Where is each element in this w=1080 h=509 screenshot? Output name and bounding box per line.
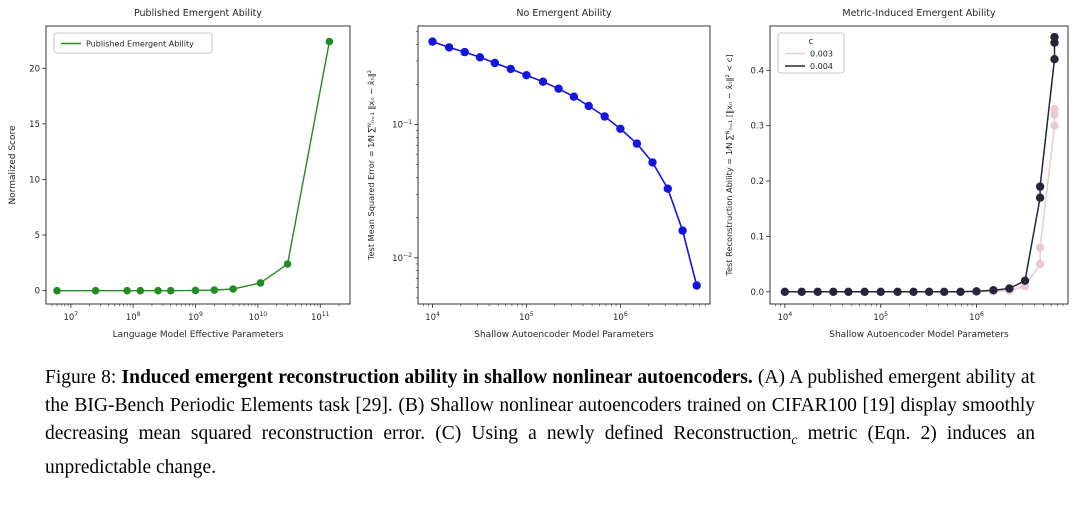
chart-c-x-axis-label: Shallow Autoencoder Model Parameters <box>829 330 1009 340</box>
svg-text:106: 106 <box>613 311 628 323</box>
svg-text:0.3: 0.3 <box>750 122 764 132</box>
svg-text:0.4: 0.4 <box>750 66 764 76</box>
caption-bold-title: Induced emergent reconstruction ability … <box>121 367 753 388</box>
svg-text:104: 104 <box>777 311 792 323</box>
chart-b-plot-canvas: 104 105 106 10−1 10−2 <box>392 25 711 323</box>
figure-8-panels: 107 108 109 1010 1011 0 5 10 15 20 Published Emerg… <box>0 0 1080 350</box>
paper-figure-page: 107 108 109 1010 1011 0 5 10 15 20 Published Emerg… <box>0 0 1080 482</box>
svg-text:0.0: 0.0 <box>750 288 764 298</box>
svg-text:c: c <box>809 37 814 47</box>
chart-a-title: Published Emergent Ability <box>133 8 263 19</box>
caption-body-end: metric (Eqn. 2) induces an unpredictable… <box>45 423 1035 478</box>
svg-text:0: 0 <box>35 287 40 297</box>
svg-text:108: 108 <box>126 311 141 323</box>
svg-text:0.1: 0.1 <box>750 232 764 242</box>
svg-text:104: 104 <box>425 311 440 323</box>
svg-text:1011: 1011 <box>311 311 330 323</box>
chart-b-x-axis-label: Shallow Autoencoder Model Parameters <box>474 330 654 340</box>
chart-c-plot-canvas: 104 105 106 0.0 0.1 0.2 0.3 0.4 c 0.003 0.004 <box>750 25 1069 323</box>
svg-text:0.004: 0.004 <box>810 62 833 71</box>
chart-c-y-axis-label: Test Reconstruction Ability = 1⁄N ∑ᴺₙ₌₁ … <box>724 54 734 276</box>
svg-text:1010: 1010 <box>249 311 268 323</box>
chart-a-y-axis-label: Normalized Score <box>8 125 18 205</box>
svg-text:15: 15 <box>29 120 40 130</box>
chart-b-no-emergent-ability: 104 105 106 10−1 10−2 No Emergent Ability Sh… <box>360 0 720 350</box>
chart-a-plot-canvas: 107 108 109 1010 1011 0 5 10 15 20 Published Emerg… <box>29 25 351 323</box>
chart-a-x-axis-label: Language Model Effective Parameters <box>112 330 284 340</box>
svg-text:20: 20 <box>29 64 40 74</box>
chart-b-y-axis-label: Test Mean Squared Error = 1⁄N ∑ᴺₙ₌₁ ‖xₙ … <box>366 69 376 261</box>
svg-text:106: 106 <box>969 311 984 323</box>
svg-text:5: 5 <box>35 231 40 241</box>
caption-body: (A) A published emergent ability at the … <box>45 367 1035 444</box>
svg-text:10−1: 10−1 <box>392 119 412 131</box>
svg-text:109: 109 <box>188 311 203 323</box>
caption-subscript-c: c <box>791 431 798 447</box>
chart-c-title: Metric-Induced Emergent Ability <box>842 8 996 19</box>
chart-b-title: No Emergent Ability <box>516 8 612 19</box>
svg-text:10−2: 10−2 <box>392 252 412 264</box>
chart-a-published-emergent-ability: 107 108 109 1010 1011 0 5 10 15 20 Published Emerg… <box>0 0 360 350</box>
svg-text:107: 107 <box>63 311 78 323</box>
figure-caption: Figure 8: Induced emergent reconstructio… <box>45 364 1035 482</box>
figure-number-label: Figure 8: <box>45 367 122 388</box>
svg-text:105: 105 <box>519 311 534 323</box>
svg-text:105: 105 <box>873 311 888 323</box>
svg-text:0.2: 0.2 <box>750 177 764 187</box>
svg-text:0.003: 0.003 <box>810 50 833 59</box>
chart-c-metric-induced-emergent-ability: 104 105 106 0.0 0.1 0.2 0.3 0.4 c 0.003 0.004 Metr… <box>720 0 1080 350</box>
svg-text:10: 10 <box>29 175 40 185</box>
svg-text:Published Emergent Ability: Published Emergent Ability <box>86 40 194 49</box>
